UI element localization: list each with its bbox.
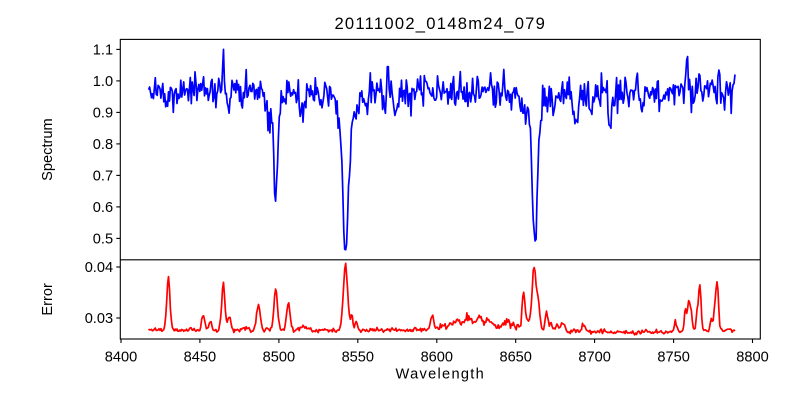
- svg-text:8650: 8650: [499, 349, 531, 365]
- svg-text:0.6: 0.6: [93, 200, 113, 216]
- svg-text:0.5: 0.5: [93, 232, 113, 248]
- svg-text:8500: 8500: [263, 349, 295, 365]
- svg-text:8700: 8700: [578, 349, 610, 365]
- svg-text:8450: 8450: [184, 349, 216, 365]
- svg-text:8600: 8600: [421, 349, 453, 365]
- svg-text:0.7: 0.7: [93, 169, 113, 185]
- svg-text:8400: 8400: [105, 349, 137, 365]
- svg-text:8550: 8550: [342, 349, 374, 365]
- svg-text:0.04: 0.04: [85, 260, 113, 276]
- svg-text:0.9: 0.9: [93, 106, 113, 122]
- svg-text:20111002_0148m24_079: 20111002_0148m24_079: [334, 14, 546, 33]
- svg-text:0.8: 0.8: [93, 137, 113, 153]
- svg-text:Wavelength: Wavelength: [396, 366, 486, 382]
- svg-text:8750: 8750: [657, 349, 689, 365]
- svg-text:1.1: 1.1: [93, 43, 113, 59]
- svg-text:Spectrum: Spectrum: [40, 118, 56, 180]
- svg-text:Error: Error: [40, 283, 56, 316]
- svg-text:8800: 8800: [736, 349, 768, 365]
- svg-text:1.0: 1.0: [93, 74, 113, 90]
- svg-text:0.03: 0.03: [85, 311, 113, 327]
